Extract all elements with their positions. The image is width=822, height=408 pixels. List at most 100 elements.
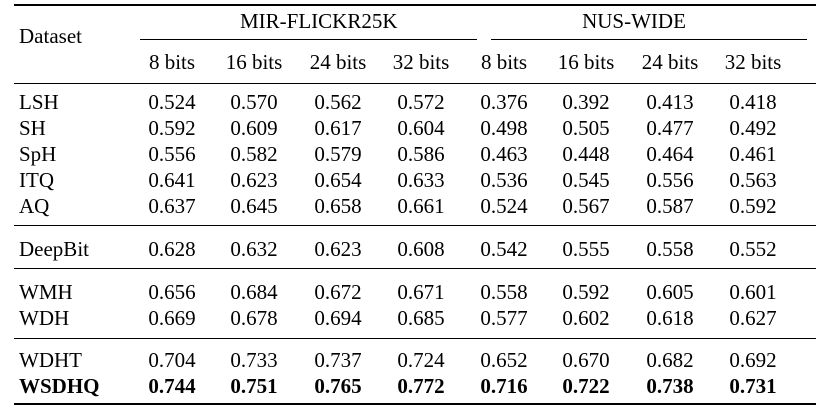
group-header: NUS-WIDE — [582, 9, 686, 33]
table-cell: 0.556 — [148, 142, 196, 166]
header-rule — [14, 83, 816, 84]
table-cell: 0.587 — [646, 194, 694, 218]
bottom-rule — [14, 403, 816, 405]
table-cell: 0.563 — [729, 168, 777, 192]
column-header-dataset: Dataset — [19, 24, 82, 48]
table-cell: 0.463 — [480, 142, 528, 166]
table-cell: 0.579 — [314, 142, 362, 166]
table-cell: 0.671 — [397, 280, 445, 304]
table-cell: 0.722 — [562, 374, 610, 398]
table-cell: 0.733 — [230, 348, 278, 372]
table-cell: 0.716 — [480, 374, 528, 398]
table-cell: 0.558 — [480, 280, 528, 304]
table-cell: 0.592 — [729, 194, 777, 218]
table-cell: 0.670 — [562, 348, 610, 372]
table-cell: 0.605 — [646, 280, 694, 304]
table-cell: 0.654 — [314, 168, 362, 192]
table-cell: 0.628 — [148, 237, 196, 261]
table-cell: 0.477 — [646, 116, 694, 140]
table-cell: 0.592 — [148, 116, 196, 140]
table-cell: 0.661 — [397, 194, 445, 218]
table-cell: 0.737 — [314, 348, 362, 372]
table-cell: 0.562 — [314, 90, 362, 114]
group-rule-mir-flickr25k — [140, 39, 477, 40]
method-name: WDHT — [19, 348, 82, 372]
table-cell: 0.604 — [397, 116, 445, 140]
column-header: 32 bits — [392, 50, 450, 74]
column-header: 16 bits — [225, 50, 283, 74]
section-rule — [14, 338, 816, 339]
table-cell: 0.418 — [729, 90, 777, 114]
method-name: AQ — [19, 194, 50, 218]
table-cell: 0.652 — [480, 348, 528, 372]
column-header: 32 bits — [724, 50, 782, 74]
table-cell: 0.602 — [562, 306, 610, 330]
table-cell: 0.567 — [562, 194, 610, 218]
table-cell: 0.536 — [480, 168, 528, 192]
table-cell: 0.724 — [397, 348, 445, 372]
method-name: WMH — [19, 280, 73, 304]
table-cell: 0.542 — [480, 237, 528, 261]
table-cell: 0.558 — [646, 237, 694, 261]
table-cell: 0.744 — [148, 374, 196, 398]
table-cell: 0.632 — [230, 237, 278, 261]
table-cell: 0.505 — [562, 116, 610, 140]
table-cell: 0.582 — [230, 142, 278, 166]
column-header: 8 bits — [480, 50, 528, 74]
table-cell: 0.623 — [314, 237, 362, 261]
table-cell: 0.678 — [230, 306, 278, 330]
table-cell: 0.694 — [314, 306, 362, 330]
table-cell: 0.751 — [230, 374, 278, 398]
table-cell: 0.413 — [646, 90, 694, 114]
table-cell: 0.498 — [480, 116, 528, 140]
group-header: MIR-FLICKR25K — [240, 9, 398, 33]
table-cell: 0.492 — [729, 116, 777, 140]
table-cell: 0.623 — [230, 168, 278, 192]
table-cell: 0.601 — [729, 280, 777, 304]
table-cell: 0.633 — [397, 168, 445, 192]
column-header: 8 bits — [148, 50, 196, 74]
table-cell: 0.552 — [729, 237, 777, 261]
table-cell: 0.617 — [314, 116, 362, 140]
table-cell: 0.524 — [480, 194, 528, 218]
column-header: 24 bits — [309, 50, 367, 74]
table-cell: 0.608 — [397, 237, 445, 261]
table-cell: 0.577 — [480, 306, 528, 330]
table-cell: 0.618 — [646, 306, 694, 330]
table-cell: 0.641 — [148, 168, 196, 192]
table-cell: 0.684 — [230, 280, 278, 304]
table-cell: 0.448 — [562, 142, 610, 166]
table-cell: 0.772 — [397, 374, 445, 398]
method-name: SpH — [19, 142, 57, 166]
table-cell: 0.645 — [230, 194, 278, 218]
column-header: 16 bits — [557, 50, 615, 74]
table-cell: 0.658 — [314, 194, 362, 218]
table-cell: 0.556 — [646, 168, 694, 192]
table-cell: 0.545 — [562, 168, 610, 192]
table-cell: 0.731 — [729, 374, 777, 398]
method-name: WSDHQ — [19, 374, 100, 398]
table-cell: 0.376 — [480, 90, 528, 114]
table-cell: 0.627 — [729, 306, 777, 330]
table-cell: 0.586 — [397, 142, 445, 166]
top-rule — [14, 4, 816, 6]
table-cell: 0.685 — [397, 306, 445, 330]
table-cell: 0.704 — [148, 348, 196, 372]
table-cell: 0.555 — [562, 237, 610, 261]
method-name: ITQ — [19, 168, 54, 192]
table-cell: 0.392 — [562, 90, 610, 114]
table-cell: 0.570 — [230, 90, 278, 114]
table-cell: 0.572 — [397, 90, 445, 114]
table-cell: 0.464 — [646, 142, 694, 166]
table-cell: 0.656 — [148, 280, 196, 304]
table-cell: 0.738 — [646, 374, 694, 398]
method-name: WDH — [19, 306, 70, 330]
table-cell: 0.609 — [230, 116, 278, 140]
method-name: LSH — [19, 90, 59, 114]
table-cell: 0.669 — [148, 306, 196, 330]
section-rule — [14, 225, 816, 226]
table-cell: 0.765 — [314, 374, 362, 398]
table-cell: 0.524 — [148, 90, 196, 114]
method-name: SH — [19, 116, 46, 140]
table-cell: 0.637 — [148, 194, 196, 218]
